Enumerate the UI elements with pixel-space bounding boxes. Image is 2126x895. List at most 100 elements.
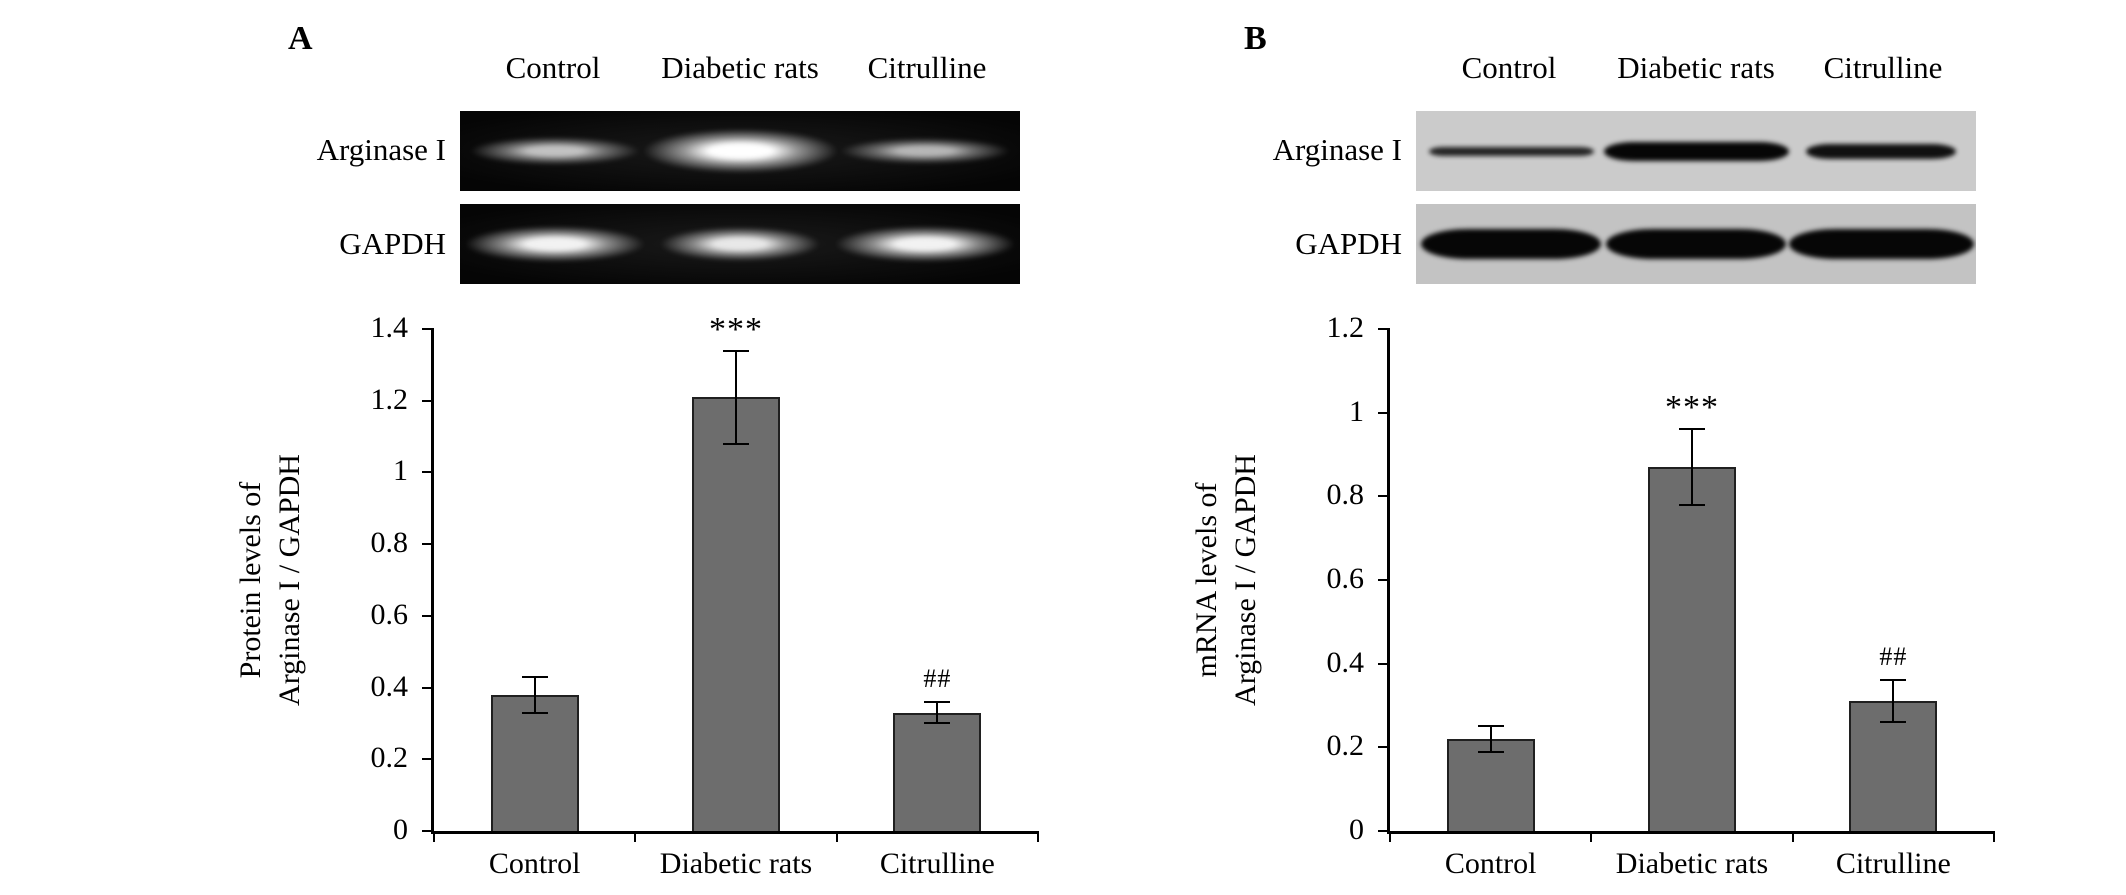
y-axis-tick-label: 0.8 <box>1326 478 1365 512</box>
gel-image-gapdh <box>460 204 1020 284</box>
y-axis-tick-label: 0.4 <box>1326 645 1365 679</box>
y-axis-tick-label: 0.2 <box>1326 729 1365 763</box>
error-bar <box>1489 726 1492 752</box>
y-axis-tick <box>1378 579 1390 581</box>
y-axis-tick <box>1378 411 1390 414</box>
y-axis-tick <box>422 471 434 474</box>
y-axis-tick-label: 0 <box>393 813 408 846</box>
x-axis-category-label: Control <box>1444 847 1537 880</box>
blot-label-gapdh: GAPDH <box>1295 226 1402 261</box>
y-axis-tick-label: 1 <box>393 454 408 488</box>
blot-band <box>470 137 640 165</box>
blot-band <box>1603 141 1789 161</box>
error-bar-cap <box>924 722 951 725</box>
x-axis-category-label: Diabetic rats <box>1615 847 1769 880</box>
bar <box>490 694 579 831</box>
x-axis-tick <box>1037 831 1039 842</box>
y-axis-tick-label: 1.4 <box>370 311 409 344</box>
error-bar-cap <box>521 675 548 678</box>
bar <box>692 397 780 831</box>
y-axis-tick <box>1378 328 1390 330</box>
lane-header-control: Control <box>505 50 601 85</box>
significance-annotation: ## <box>923 663 952 693</box>
x-axis-category-label: Control <box>488 847 581 880</box>
blot-label-arginase: Arginase I <box>316 132 446 167</box>
y-axis-tick <box>422 328 434 330</box>
panel-letter: A <box>288 20 313 57</box>
error-bar-cap <box>1880 679 1907 682</box>
blot-band <box>1421 229 1601 259</box>
error-bar <box>936 701 939 724</box>
x-axis-tick <box>634 831 637 842</box>
error-bar-cap <box>521 711 548 714</box>
error-bar-cap <box>924 700 951 703</box>
y-axis-tick-label: 1 <box>1349 394 1364 428</box>
y-axis-tick-label: 0.8 <box>370 526 409 560</box>
blot-band <box>835 226 1015 262</box>
bar-chart-protein-levels: 0 0.2 0.4 0.6 0.8 1 1.2 1.4 Control *** Diabetic r… <box>371 311 1039 880</box>
y-axis-tick <box>422 686 434 689</box>
lane-header-diabetic-rats: Diabetic rats <box>1617 50 1775 85</box>
panel-b: B Control Diabetic rats Citrulline Argin… <box>1106 0 2026 895</box>
blot-band <box>1806 143 1956 159</box>
lane-header-control: Control <box>1461 50 1557 85</box>
x-axis-tick <box>433 831 435 842</box>
y-axis-tick-label: 0.6 <box>370 597 409 631</box>
error-bar <box>1892 680 1895 723</box>
y-axis-tick-label: 1.2 <box>370 382 409 416</box>
blot-band <box>465 226 645 262</box>
x-axis-tick <box>835 831 838 842</box>
gel-image-arginase <box>460 111 1020 191</box>
significance-annotation: *** <box>709 310 763 348</box>
lane-header-citrulline: Citrulline <box>1823 50 1943 85</box>
x-axis-tick <box>1993 831 1995 842</box>
error-bar <box>533 676 536 713</box>
western-blot-image-arginase <box>1416 111 1976 191</box>
error-bar-cap <box>1477 725 1504 728</box>
western-blot-image-gapdh <box>1416 204 1976 284</box>
y-axis-tick <box>422 830 434 832</box>
blot-band <box>1606 229 1786 259</box>
y-axis-tick-label: 0.4 <box>370 669 409 703</box>
y-axis-tick <box>422 758 434 761</box>
error-bar-cap <box>723 442 749 445</box>
y-axis-tick <box>1378 830 1390 832</box>
y-axis-tick <box>1378 662 1390 665</box>
significance-annotation: ## <box>1879 642 1908 672</box>
blot-band <box>660 227 820 261</box>
y-axis-tick-label: 0.2 <box>370 741 409 775</box>
blot-band <box>1428 146 1594 156</box>
y-axis-tick <box>1378 746 1390 749</box>
y-axis-tick <box>1378 495 1390 498</box>
y-axis-title-line-1: mRNA levels of <box>1190 482 1223 678</box>
y-axis-tick <box>422 543 434 546</box>
bar <box>1648 467 1736 831</box>
y-axis-tick <box>422 399 434 402</box>
bar <box>893 712 982 831</box>
error-bar-cap <box>723 349 749 352</box>
error-bar-cap <box>1679 503 1705 506</box>
blot-band <box>642 129 838 173</box>
error-bar-cap <box>1679 428 1705 431</box>
panel-a: A Control Diabetic rats Citrulline Argin… <box>150 0 1070 895</box>
y-axis-tick-label: 0 <box>1349 813 1364 846</box>
bar-chart-mrna-levels: 0 0.2 0.4 0.6 0.8 1 1.2 Control *** Diabetic rats… <box>1327 311 1995 880</box>
lane-header-diabetic-rats: Diabetic rats <box>661 50 819 85</box>
error-bar <box>1691 429 1693 505</box>
y-axis-tick <box>422 614 434 617</box>
blot-band <box>1788 229 1974 259</box>
y-axis-tick-label: 0.6 <box>1326 562 1365 595</box>
blot-label-gapdh: GAPDH <box>339 226 446 261</box>
x-axis-tick <box>1389 831 1391 842</box>
x-axis-category-label: Diabetic rats <box>659 847 813 880</box>
lane-header-citrulline: Citrulline <box>867 50 987 85</box>
y-axis-tick-label: 1.2 <box>1326 311 1365 344</box>
x-axis-category-label: Citrulline <box>1835 847 1951 880</box>
x-axis-category-label: Citrulline <box>879 847 995 880</box>
significance-annotation: *** <box>1665 389 1719 427</box>
blot-label-arginase: Arginase I <box>1272 132 1402 167</box>
error-bar <box>735 350 737 444</box>
x-axis-tick <box>1590 831 1593 842</box>
y-axis-title-line-1: Protein levels of <box>234 481 267 679</box>
